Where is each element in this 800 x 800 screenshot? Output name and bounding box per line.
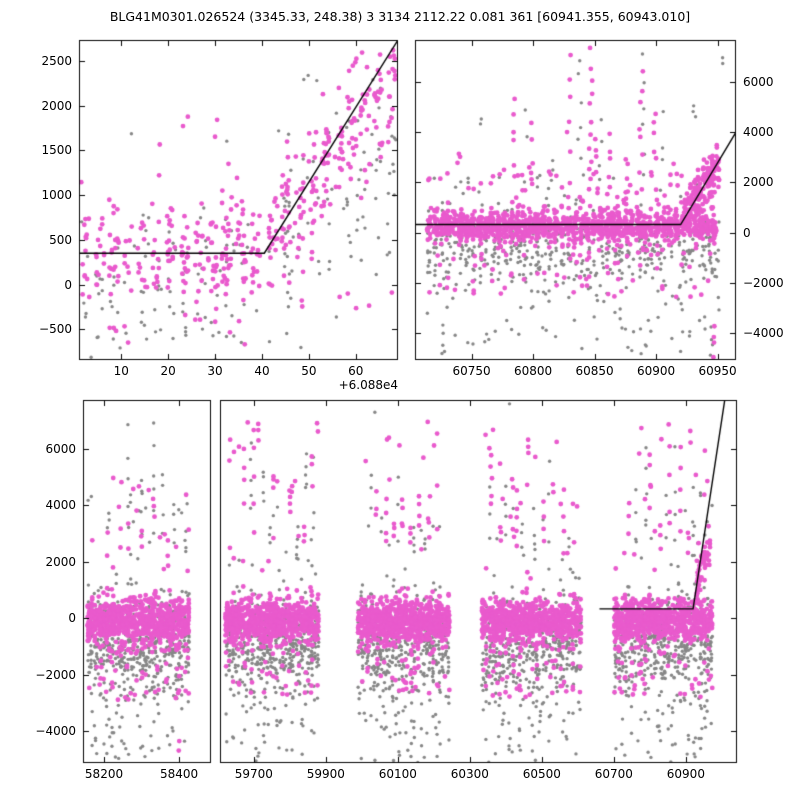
tick-label: 1500	[41, 143, 72, 158]
tick-label: 60800	[513, 364, 553, 378]
tick-label: 60900	[666, 767, 705, 781]
tick-label: 58400	[160, 767, 199, 781]
tick-label: 500	[49, 232, 72, 247]
tick-label: −4000	[35, 724, 76, 739]
tick-label: 30	[207, 364, 223, 378]
tick-label: 10	[113, 364, 129, 378]
tick-label: 4000	[45, 498, 76, 513]
tick-label: 2000	[743, 175, 774, 190]
tick-label: 50	[301, 364, 317, 378]
tick-label: 60500	[522, 767, 561, 781]
tick-label: 0	[64, 277, 72, 292]
tick-label: 4000	[743, 125, 774, 140]
tick-label: 59900	[306, 767, 345, 781]
tick-label: 2500	[41, 53, 72, 68]
tick-label: −2000	[35, 667, 76, 682]
tick-label: 60950	[698, 364, 737, 378]
tick-label: 59700	[234, 767, 273, 781]
tick-label: 60750	[452, 364, 491, 378]
figure-title: BLG41M0301.026524 (3345.33, 248.38) 3 31…	[109, 9, 691, 24]
tick-label: 60	[348, 364, 364, 378]
tick-label: 60100	[378, 767, 417, 781]
tick-label: 60850	[575, 364, 614, 378]
tick-label: 2000	[41, 98, 72, 113]
tick-label: 6000	[743, 74, 774, 89]
tick-label: 2000	[45, 554, 76, 569]
tick-label: 20	[160, 364, 176, 378]
tick-label: 6000	[45, 441, 76, 456]
tick-label: 40	[254, 364, 270, 378]
tick-label: 0	[743, 225, 751, 240]
tick-label: 60900	[636, 364, 676, 378]
tick-label: 0	[68, 611, 76, 626]
tick-label: −2000	[743, 275, 784, 290]
tick-label: 58200	[84, 767, 124, 781]
tick-label: −4000	[743, 326, 784, 340]
tick-label: 60700	[594, 767, 633, 781]
tick-label: 1000	[41, 188, 72, 203]
axis-offset-label: +6.088e4	[338, 378, 398, 392]
tick-label: 60300	[450, 767, 489, 781]
tick-label: −500	[39, 322, 72, 337]
